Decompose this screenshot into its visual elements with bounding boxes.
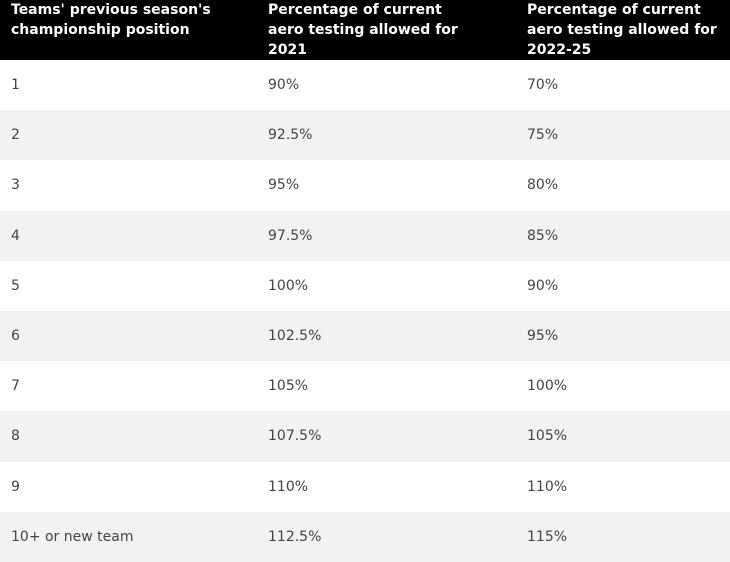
- table-cell: 70%: [527, 77, 559, 94]
- header-cell: Teams' previous season's championship po…: [0, 0, 257, 60]
- table-cell: 105%: [527, 428, 568, 445]
- table-cell: 8: [11, 428, 20, 445]
- table-cell: 5: [11, 277, 20, 294]
- table-cell: 112.5%: [268, 528, 322, 545]
- table-row: 2 92.5% 75%: [0, 110, 730, 161]
- table-cell: 95%: [268, 177, 300, 194]
- table-row: 9 110% 110%: [0, 462, 730, 512]
- table-cell: 110%: [268, 478, 309, 495]
- table-cell: 7: [11, 378, 20, 395]
- table-cell: 105%: [268, 378, 309, 395]
- table-cell: 100%: [527, 378, 568, 395]
- table-cell: 2: [11, 127, 20, 144]
- table-cell: 1: [11, 77, 20, 94]
- table-body: 1 90% 70% 2 92.5% 75% 3 95% 80% 4 97.5% 85% 5 100% 90%…: [0, 60, 730, 562]
- table-cell: 80%: [527, 177, 559, 194]
- table-cell: 90%: [268, 77, 300, 94]
- table-cell: 110%: [527, 478, 568, 495]
- header-cell: Percentage of current aero testing allow…: [516, 0, 730, 60]
- table-cell: 115%: [527, 528, 568, 545]
- table-cell: 10+ or new team: [11, 528, 134, 545]
- table-cell: 95%: [527, 328, 559, 345]
- table-row: 6 102.5% 95%: [0, 310, 730, 362]
- table-cell: 100%: [268, 277, 309, 294]
- table-cell: 4: [11, 227, 20, 244]
- table-cell: 85%: [527, 227, 559, 244]
- table-cell: 102.5%: [268, 328, 322, 345]
- table-cell: 92.5%: [268, 127, 313, 144]
- header-cell: Percentage of current aero testing allow…: [257, 0, 516, 60]
- table-row: 7 105% 100%: [0, 361, 730, 411]
- table-cell: 90%: [527, 277, 559, 294]
- table-cell: 107.5%: [268, 428, 322, 445]
- header-text: Percentage of current aero testing allow…: [527, 2, 717, 58]
- table-cell: 3: [11, 177, 20, 194]
- table-row: 4 97.5% 85%: [0, 210, 730, 261]
- table-row: 8 107.5% 105%: [0, 411, 730, 462]
- header-text: Percentage of current aero testing allow…: [268, 2, 458, 58]
- table-row: 10+ or new team 112.5% 115%: [0, 511, 730, 562]
- table-header: Teams' previous season's championship po…: [0, 0, 730, 60]
- table-cell: 75%: [527, 127, 559, 144]
- table-row: 5 100% 90%: [0, 261, 730, 311]
- table-row: 1 90% 70%: [0, 60, 730, 110]
- header-text: Teams' previous season's championship po…: [11, 2, 211, 38]
- table-cell: 97.5%: [268, 227, 313, 244]
- table-row: 3 95% 80%: [0, 160, 730, 210]
- header-row: Teams' previous season's championship po…: [0, 0, 730, 60]
- table-cell: 6: [11, 328, 20, 345]
- table-cell: 9: [11, 478, 20, 495]
